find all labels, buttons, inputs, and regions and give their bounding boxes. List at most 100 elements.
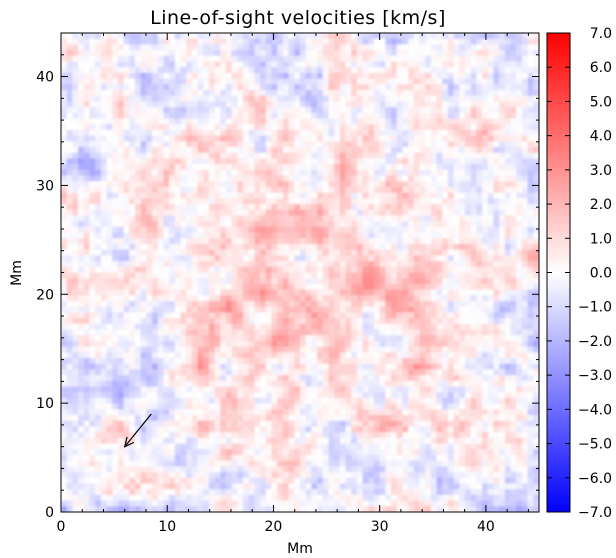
heatmap-cell bbox=[277, 164, 284, 171]
heatmap-cell bbox=[243, 454, 250, 462]
heatmap-cell bbox=[322, 243, 330, 251]
heatmap-cell bbox=[248, 483, 256, 490]
heatmap-cell bbox=[271, 124, 278, 131]
heatmap-cell bbox=[362, 323, 369, 331]
heatmap-cell bbox=[174, 243, 182, 251]
heatmap-cell bbox=[66, 44, 73, 51]
heatmap-cell bbox=[169, 437, 176, 445]
heatmap-cell bbox=[72, 152, 79, 160]
heatmap-cell bbox=[328, 295, 335, 302]
heatmap-cell bbox=[226, 494, 233, 502]
heatmap-cell bbox=[328, 289, 335, 296]
heatmap-cell bbox=[140, 335, 147, 342]
heatmap-cell bbox=[351, 67, 358, 74]
heatmap-cell bbox=[180, 454, 187, 462]
heatmap-cell bbox=[265, 175, 273, 182]
heatmap-cell bbox=[140, 352, 147, 359]
heatmap-cell bbox=[203, 415, 210, 422]
heatmap-cell bbox=[152, 215, 159, 222]
heatmap-cell bbox=[152, 466, 159, 473]
heatmap-cell bbox=[134, 386, 142, 393]
heatmap-cell bbox=[129, 55, 136, 63]
heatmap-cell bbox=[146, 301, 153, 308]
heatmap-cell bbox=[100, 112, 108, 120]
heatmap-cell bbox=[362, 426, 369, 433]
heatmap-cell bbox=[339, 124, 347, 131]
heatmap-cell bbox=[385, 386, 392, 393]
heatmap-cell bbox=[208, 215, 216, 222]
heatmap-cell bbox=[368, 90, 375, 97]
heatmap-cell bbox=[362, 255, 369, 262]
heatmap-cell bbox=[339, 426, 347, 433]
heatmap-cell bbox=[265, 426, 273, 433]
heatmap-cell bbox=[112, 426, 119, 433]
heatmap-cell bbox=[288, 432, 295, 439]
heatmap-cell bbox=[123, 454, 130, 462]
heatmap-cell bbox=[112, 506, 119, 512]
heatmap-cell bbox=[294, 78, 301, 85]
heatmap-cell bbox=[231, 278, 238, 285]
heatmap-cell bbox=[294, 90, 301, 97]
heatmap-cell bbox=[317, 152, 324, 160]
heatmap-cell bbox=[277, 261, 284, 268]
heatmap-cell bbox=[72, 124, 79, 131]
heatmap-cell bbox=[95, 323, 102, 331]
heatmap-cell bbox=[356, 432, 364, 439]
heatmap-cell bbox=[226, 67, 233, 74]
heatmap-cell bbox=[174, 266, 182, 274]
heatmap-cell bbox=[180, 118, 187, 125]
heatmap-cell bbox=[214, 295, 221, 302]
heatmap-cell bbox=[356, 215, 364, 222]
heatmap-cell bbox=[89, 175, 96, 182]
heatmap-cell bbox=[140, 221, 147, 228]
heatmap-cell bbox=[117, 175, 125, 182]
heatmap-cell bbox=[379, 483, 386, 490]
heatmap-cell bbox=[254, 301, 261, 308]
heatmap-cell bbox=[345, 112, 352, 120]
heatmap-cell bbox=[248, 318, 256, 325]
heatmap-cell bbox=[277, 500, 284, 507]
heatmap-cell bbox=[339, 101, 347, 108]
heatmap-cell bbox=[78, 141, 85, 148]
heatmap-cell bbox=[391, 369, 398, 376]
heatmap-cell bbox=[345, 301, 352, 308]
heatmap-cell bbox=[282, 261, 290, 268]
heatmap-cell bbox=[163, 232, 170, 239]
heatmap-cell bbox=[140, 272, 147, 279]
heatmap-cell bbox=[356, 238, 364, 245]
heatmap-cell bbox=[277, 226, 284, 234]
heatmap-cell bbox=[339, 78, 347, 85]
heatmap-cell bbox=[72, 306, 79, 314]
heatmap-cell bbox=[95, 272, 102, 279]
heatmap-cell bbox=[328, 61, 335, 68]
heatmap-cell bbox=[300, 466, 307, 473]
heatmap-cell bbox=[95, 255, 102, 262]
heatmap-cell bbox=[112, 261, 119, 268]
heatmap-cell bbox=[203, 232, 210, 239]
heatmap-cell bbox=[89, 443, 96, 450]
heatmap-cell bbox=[197, 266, 204, 274]
heatmap-cell bbox=[152, 158, 159, 165]
heatmap-cell bbox=[345, 449, 352, 456]
heatmap-cell bbox=[214, 358, 221, 365]
heatmap-cell bbox=[152, 352, 159, 359]
heatmap-cell bbox=[300, 238, 307, 245]
heatmap-cell bbox=[61, 454, 68, 462]
heatmap-cell bbox=[334, 312, 341, 319]
heatmap-cell bbox=[254, 33, 261, 40]
heatmap-cell bbox=[254, 55, 261, 63]
heatmap-cell bbox=[220, 426, 227, 433]
heatmap-cell bbox=[351, 192, 358, 199]
heatmap-cell bbox=[351, 329, 358, 336]
heatmap-cell bbox=[396, 67, 404, 74]
heatmap-cell bbox=[163, 506, 170, 512]
heatmap-cell bbox=[231, 295, 238, 302]
heatmap-cell bbox=[95, 454, 102, 462]
heatmap-cell bbox=[379, 169, 386, 177]
heatmap-cell bbox=[106, 33, 113, 40]
heatmap-cell bbox=[157, 67, 165, 74]
heatmap-cell bbox=[322, 289, 330, 296]
heatmap-cell bbox=[362, 95, 369, 103]
heatmap-cell bbox=[305, 363, 312, 371]
heatmap-cell bbox=[334, 283, 341, 291]
